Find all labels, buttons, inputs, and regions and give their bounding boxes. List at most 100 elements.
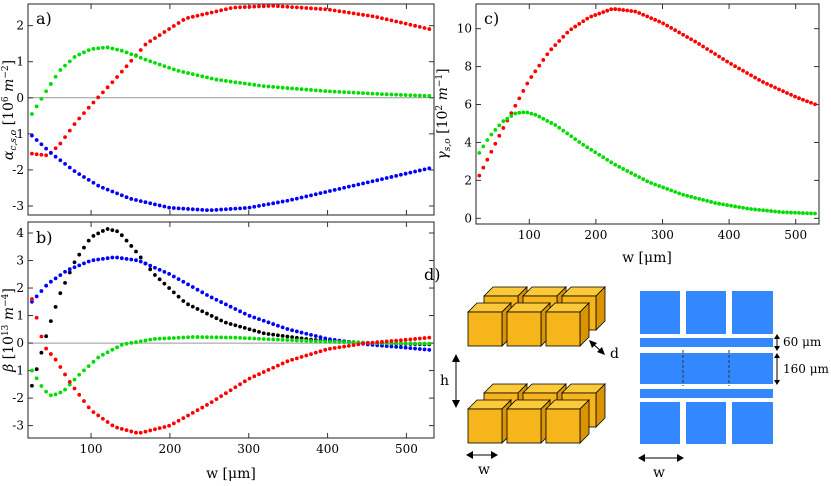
point-red (228, 388, 233, 393)
height-arrow (452, 354, 460, 408)
point-red (422, 336, 427, 340)
point-red (370, 340, 375, 345)
point-red (384, 339, 389, 344)
point-green (797, 211, 801, 215)
point-red (285, 4, 290, 9)
point-green (427, 341, 432, 346)
point-green (403, 341, 408, 346)
point-blue (53, 276, 58, 281)
point-green (501, 119, 506, 124)
point-black (242, 326, 247, 330)
point-blue (115, 191, 119, 196)
point-green (53, 74, 58, 79)
point-blue (195, 287, 200, 292)
point-green (233, 335, 238, 340)
point-red (661, 21, 666, 26)
point-green (143, 57, 148, 62)
point-green (148, 337, 153, 342)
point-blue (299, 195, 304, 200)
point-blue (361, 181, 365, 186)
point-black (119, 233, 124, 238)
point-green (394, 92, 399, 97)
point-green (413, 93, 417, 98)
point-black (67, 270, 72, 275)
point-red (195, 408, 200, 413)
point-blue (389, 175, 394, 179)
point-red (63, 135, 67, 139)
point-red (380, 339, 384, 344)
point-green (86, 364, 91, 369)
point-red (380, 16, 384, 21)
point-green (537, 114, 542, 119)
point-green (741, 205, 745, 210)
point-black (167, 286, 172, 290)
point-blue (58, 158, 63, 163)
point-red (134, 430, 138, 435)
point-red (105, 420, 110, 424)
point-green (641, 177, 646, 182)
point-red (39, 334, 44, 339)
point-red (577, 22, 582, 26)
point-green (294, 86, 299, 91)
panel-d-diagram: d) h w d (424, 265, 830, 481)
point-green (48, 82, 53, 86)
point-black (195, 307, 200, 311)
point-blue (290, 328, 294, 333)
point-green (313, 88, 318, 93)
point-red (332, 346, 337, 350)
width-arrow (466, 451, 498, 459)
point-green (351, 90, 356, 95)
point-red (813, 102, 817, 107)
panel-a-label: a) (36, 9, 52, 28)
point-green (705, 199, 710, 203)
point-red (209, 10, 214, 15)
y-tick-label: 2 (464, 173, 472, 187)
point-blue (403, 171, 408, 176)
x-tick-label: 200 (158, 442, 181, 456)
point-blue (34, 138, 39, 142)
point-green (577, 140, 582, 144)
point-blue (294, 329, 299, 334)
point-green (228, 79, 233, 84)
point-green (148, 59, 153, 64)
point-green (247, 336, 252, 341)
point-red (781, 89, 785, 94)
point-blue (280, 325, 285, 330)
point-green (365, 91, 370, 96)
point-green (517, 110, 522, 115)
point-green (332, 340, 337, 344)
point-blue (119, 193, 124, 198)
point-blue (285, 198, 290, 203)
point-red (601, 10, 606, 15)
point-blue (276, 323, 280, 328)
point-green (77, 52, 82, 57)
point-green (153, 60, 157, 65)
point-red (304, 353, 309, 358)
point-red (209, 400, 214, 405)
point-red (228, 6, 233, 11)
point-red (497, 133, 502, 138)
point-blue (30, 133, 34, 138)
point-green (725, 203, 729, 207)
point-blue (176, 277, 181, 282)
point-blue (313, 192, 318, 197)
point-green (408, 93, 413, 98)
point-green (649, 181, 654, 185)
point-green (257, 83, 261, 88)
point-green (375, 91, 380, 96)
point-green (134, 54, 138, 58)
point-green (417, 341, 422, 346)
y-tick-label: 8 (464, 60, 472, 74)
x-tick-label: 300 (651, 228, 674, 242)
point-red (521, 89, 526, 93)
point-blue (63, 162, 67, 166)
point-blue (413, 169, 417, 174)
point-green (105, 350, 110, 355)
point-blue (110, 255, 115, 260)
y-tick-label: 6 (464, 98, 472, 112)
point-red (721, 57, 725, 61)
plan-strip (640, 353, 773, 384)
point-red (266, 4, 271, 8)
point-blue (190, 285, 195, 289)
point-red (138, 48, 143, 52)
